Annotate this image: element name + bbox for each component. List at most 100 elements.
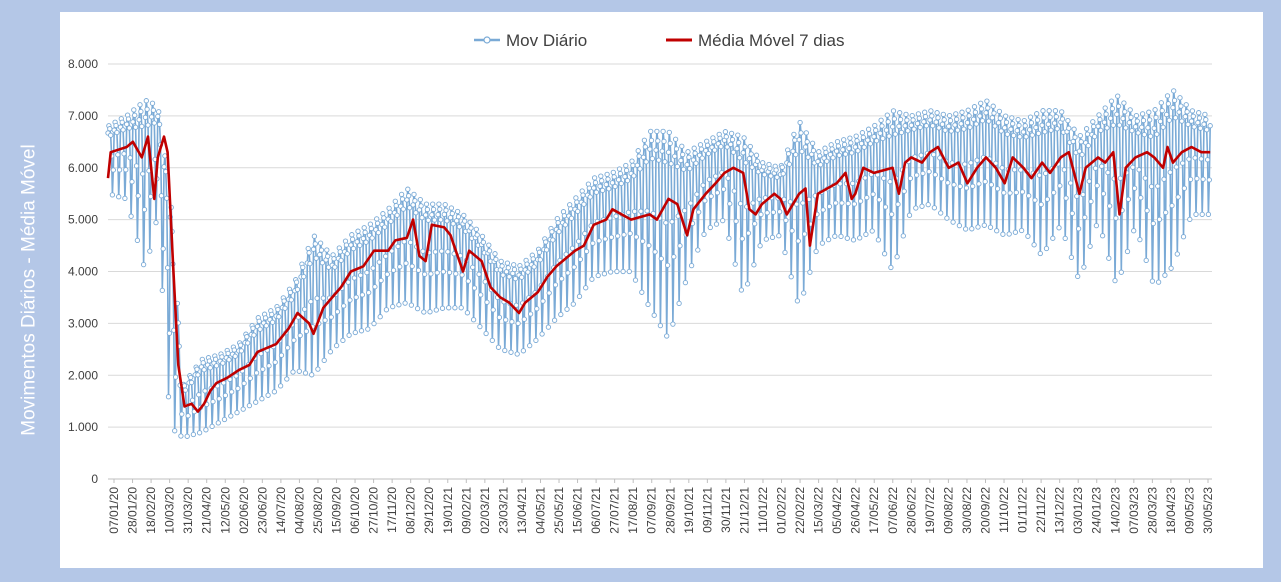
mov-diario-point — [591, 175, 598, 181]
mov-diario-point — [844, 235, 850, 241]
mov-diario-point — [296, 368, 302, 374]
mov-diario-point — [1139, 111, 1146, 117]
mov-diario-point — [731, 188, 737, 194]
mov-diario-point — [1102, 105, 1108, 111]
mov-diario-point — [1196, 115, 1203, 121]
mov-diario-point — [354, 239, 360, 245]
mov-diario-point — [897, 110, 903, 116]
mov-diario-point — [761, 172, 768, 178]
mov-diario-point — [265, 392, 271, 398]
mov-diario-point — [401, 239, 407, 245]
mov-diario-point — [624, 177, 631, 184]
mov-diario-point — [711, 139, 717, 145]
mov-diario-point — [1074, 193, 1080, 199]
mov-diario-point — [477, 323, 483, 330]
mov-diario-point — [641, 137, 648, 143]
mov-diario-point — [607, 269, 614, 275]
mov-diario-point — [294, 286, 301, 293]
mov-diario-point — [848, 140, 854, 146]
mov-diario-point — [1078, 139, 1084, 145]
chart-panel: Mov Diário Média Móvel 7 dias 0 1.000 2.00… — [60, 12, 1263, 568]
x-tick-label: 17/05/22 — [867, 487, 881, 534]
mov-diario-point — [377, 314, 383, 320]
mov-diario-point — [142, 114, 149, 121]
mov-diario-point — [774, 174, 780, 180]
mov-diario-point — [1019, 189, 1026, 195]
mov-diario-point — [699, 155, 705, 161]
mov-diario-point — [537, 257, 543, 263]
mov-diario-point — [1087, 243, 1093, 249]
mov-diario-point — [679, 143, 685, 149]
mov-diario-point — [751, 262, 757, 268]
mov-diario-point — [421, 309, 427, 315]
mov-diario-point — [876, 197, 882, 203]
mov-diario-point — [647, 146, 653, 152]
mov-diario-point — [493, 256, 499, 263]
x-tick-label: 05/04/22 — [830, 487, 844, 534]
mov-diario-point — [504, 260, 511, 266]
mov-diario-point — [1056, 225, 1062, 231]
mov-diario-point — [937, 155, 943, 161]
mov-diario-point — [1122, 109, 1128, 115]
mov-diario-point — [970, 183, 976, 189]
mov-diario-point — [309, 372, 315, 378]
mov-diario-point — [773, 167, 779, 173]
mov-diario-point — [833, 200, 839, 206]
mov-diario-point — [266, 363, 272, 369]
mov-diario-point — [801, 290, 807, 296]
x-tick-label: 21/04/20 — [200, 487, 214, 534]
mov-diario-point — [597, 183, 603, 189]
mov-diario-point — [764, 210, 770, 216]
y-tick-label: 0 — [91, 472, 98, 486]
mov-diario-point — [1132, 124, 1139, 130]
mov-diario-point — [349, 236, 356, 242]
mov-diario-point — [511, 266, 518, 273]
mov-diario-point — [851, 201, 858, 207]
mov-diario-point — [400, 206, 406, 212]
mov-diario-point — [971, 104, 978, 110]
mov-diario-point — [918, 152, 924, 158]
mov-diario-point — [389, 248, 395, 254]
mov-diario-point — [241, 380, 247, 387]
mov-diario-point — [608, 234, 615, 240]
mov-diario-point — [496, 314, 503, 321]
mov-diario-point — [813, 248, 819, 255]
mov-diario-point — [1196, 110, 1202, 116]
mov-diario-point — [555, 219, 561, 226]
mov-diario-point — [148, 193, 154, 200]
mov-diario-point — [670, 321, 676, 327]
mov-diario-point — [678, 157, 684, 164]
mov-diario-point — [946, 112, 953, 119]
mov-diario-point — [1010, 132, 1017, 139]
mov-diario-point — [1145, 125, 1151, 131]
mov-diario-point — [695, 247, 701, 253]
x-tick-label: 22/02/22 — [793, 487, 807, 534]
mov-diario-point — [126, 125, 133, 131]
mov-diario-point — [478, 292, 484, 298]
mov-diario-point — [757, 243, 763, 249]
mov-diario-point — [849, 180, 856, 187]
mov-diario-point — [1036, 172, 1043, 178]
mov-diario-point — [1040, 108, 1046, 114]
mov-diario-point — [1146, 109, 1152, 115]
mov-diario-point — [726, 235, 732, 241]
mov-diario-point — [1189, 108, 1196, 114]
mov-diario-point — [994, 228, 1000, 234]
mov-diario-point — [119, 119, 125, 125]
mov-diario-point — [823, 149, 829, 156]
mov-diario-point — [794, 298, 801, 304]
mov-diario-point — [871, 133, 877, 140]
mov-diario-point — [951, 182, 957, 188]
mov-diario-point — [1194, 175, 1200, 182]
mov-diario-point — [855, 148, 861, 154]
mov-diario-point — [886, 133, 892, 139]
mov-diario-point — [1204, 157, 1211, 163]
mov-diario-point — [1076, 148, 1083, 154]
mov-diario-point — [948, 128, 954, 134]
mov-diario-point — [936, 125, 942, 131]
mov-diario-point — [1075, 226, 1082, 232]
mov-diario-point — [561, 213, 568, 219]
mov-diario-point — [306, 250, 312, 256]
mov-diario-point — [946, 123, 952, 129]
mov-diario-point — [1016, 122, 1022, 129]
